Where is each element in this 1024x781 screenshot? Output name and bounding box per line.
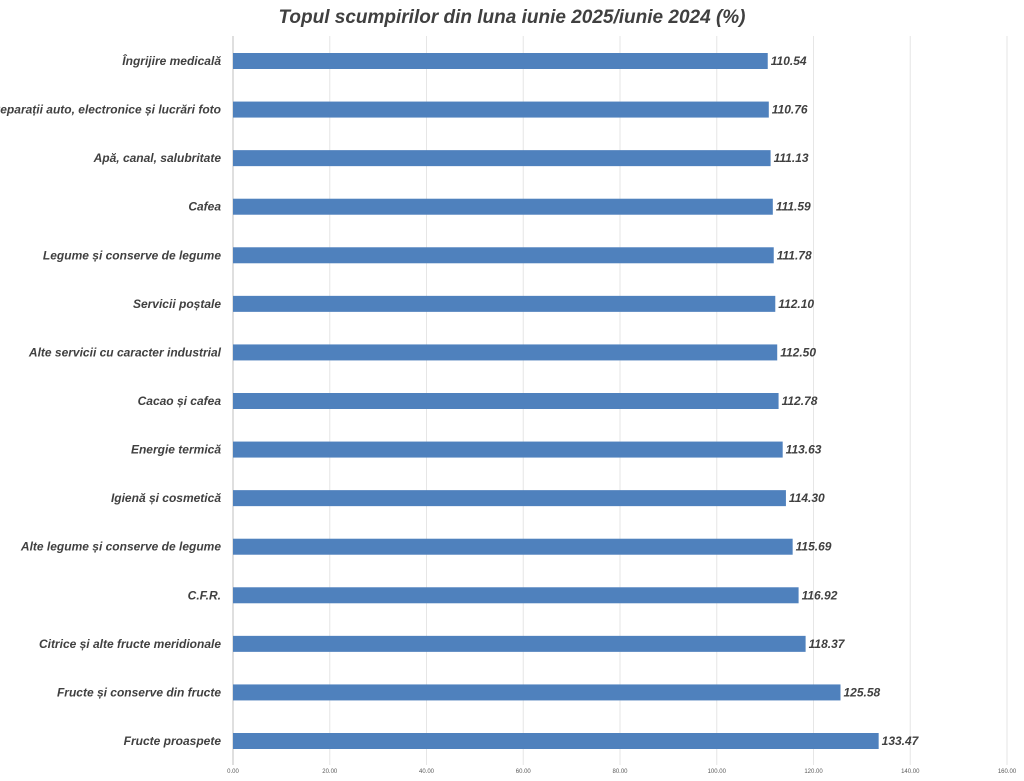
bar: [233, 441, 783, 458]
data-label: 111.59: [776, 200, 811, 214]
data-label: 116.92: [802, 588, 838, 602]
bar: [233, 247, 774, 264]
bar: [233, 393, 779, 409]
bar: [233, 538, 793, 555]
category-label: C.F.R.: [188, 588, 221, 602]
category-label: Fructe și conserve din fructe: [57, 685, 221, 699]
x-tick-label: 120.00: [804, 769, 823, 775]
bar: [233, 295, 776, 312]
category-label: Alte legume și conserve de legume: [20, 540, 221, 554]
bar: [233, 101, 769, 118]
data-label: 110.54: [771, 54, 807, 68]
data-label: 112.78: [782, 394, 818, 408]
x-tick-label: 80.00: [612, 769, 628, 775]
category-label: Energie termică: [131, 443, 221, 457]
data-label: 114.30: [789, 491, 825, 505]
x-tick-label: 40.00: [419, 769, 435, 775]
bar: [233, 587, 799, 604]
bar: [233, 150, 771, 167]
data-label: 112.50: [780, 345, 816, 359]
value-labels: 110.54 110.76 111.13 111.59 111.78 112.10 112.…: [771, 54, 920, 748]
x-tick-label: 20.00: [322, 769, 338, 775]
x-tick-label: 140.00: [901, 769, 920, 775]
data-label: 111.78: [777, 248, 812, 262]
category-label: Îngrijire medicală: [122, 53, 221, 68]
category-label: Apă, canal, salubritate: [93, 151, 222, 165]
category-label: Citrice și alte fructe meridionale: [39, 637, 221, 651]
x-tick-label: 60.00: [516, 769, 532, 775]
bars: [233, 53, 879, 749]
category-label: Cafea: [188, 200, 221, 214]
bar: [233, 344, 778, 361]
data-label: 115.69: [796, 540, 832, 554]
bar: [233, 635, 806, 652]
bar: [233, 684, 841, 701]
category-label: Cacao și cafea: [138, 394, 222, 408]
category-label: Legume și conserve de legume: [43, 248, 221, 262]
category-labels: Îngrijire medicală Reparații auto, electr…: [0, 53, 222, 748]
bar: [233, 53, 768, 69]
category-label: Igienă și cosmetică: [111, 491, 221, 505]
category-label: Reparații auto, electronice și lucrări f…: [0, 103, 221, 117]
data-label: 111.13: [774, 151, 809, 165]
bar: [233, 198, 773, 215]
bar: [233, 490, 786, 507]
chart-title: Topul scumpirilor din luna iunie 2025/iu…: [278, 7, 745, 28]
category-label: Alte servicii cu caracter industrial: [28, 345, 222, 359]
data-label: 125.58: [843, 685, 880, 699]
x-axis-ticks: 0.00 20.00 40.00 60.00 80.00 100.00 120.00 140.…: [227, 769, 1017, 775]
data-label: 113.63: [786, 443, 822, 457]
data-label: 133.47: [882, 734, 920, 748]
x-tick-label: 160.00: [998, 769, 1017, 775]
data-label: 112.10: [778, 297, 814, 311]
bar: [233, 733, 879, 749]
x-tick-label: 0.00: [227, 769, 239, 775]
category-label: Servicii poștale: [133, 297, 221, 311]
category-label: Fructe proaspete: [124, 734, 222, 748]
data-label: 110.76: [772, 103, 808, 117]
data-label: 118.37: [809, 637, 846, 651]
x-tick-label: 100.00: [708, 769, 727, 775]
